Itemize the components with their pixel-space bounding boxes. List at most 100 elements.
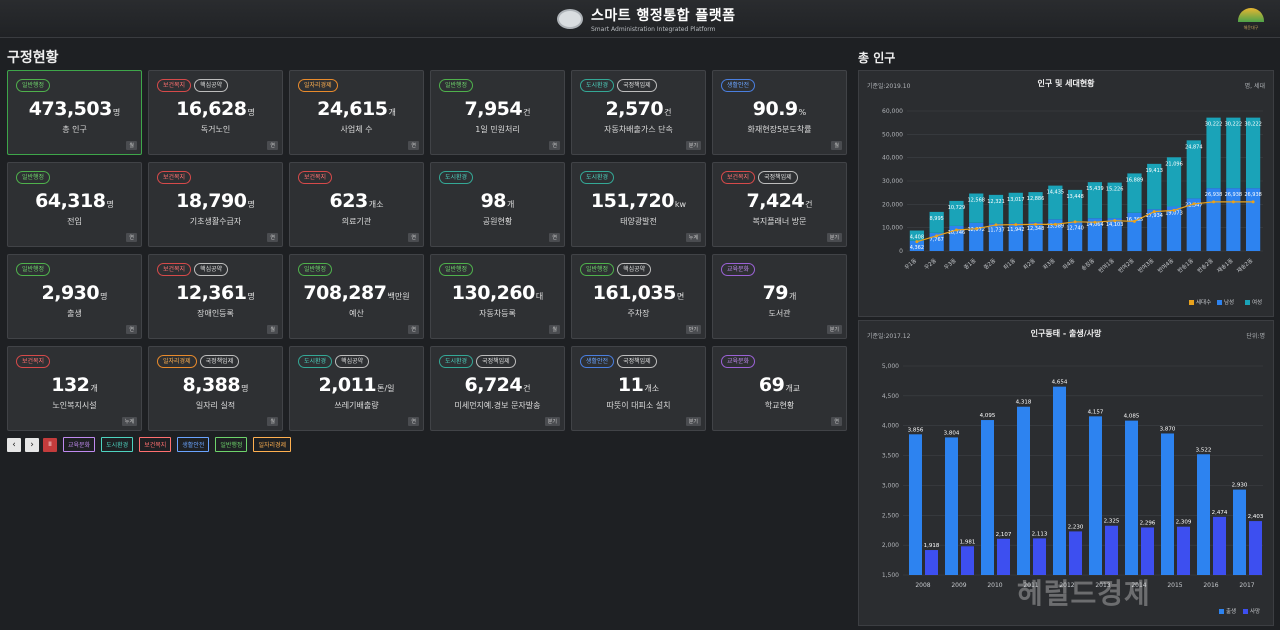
birth-value-label: 3,856: [908, 427, 924, 433]
kpi-number: 12,361: [176, 282, 247, 304]
kpi-label: 자동차등록: [479, 309, 516, 318]
legend-label: 세대수: [1196, 298, 1211, 306]
male-value-label: 19,073: [1165, 210, 1183, 216]
kpi-card[interactable]: 일반행정 2,930명 출생 연: [7, 254, 142, 339]
category-filter[interactable]: 일반행정: [215, 437, 248, 452]
kpi-card[interactable]: 일반행정 473,503명 총 인구 월: [7, 70, 142, 155]
kpi-number: 2,930: [41, 282, 100, 304]
male-value-label: 12,348: [1027, 226, 1045, 232]
kpi-card[interactable]: 일자리경제 국정책임제 8,388명 일자리 실적 월: [148, 346, 283, 431]
birth-bar: [1161, 433, 1174, 575]
category-filter[interactable]: 일자리경제: [253, 437, 292, 452]
x-tick-label: 우3동: [943, 257, 958, 271]
kpi-unit: 건: [805, 200, 813, 209]
male-bar: [1107, 218, 1122, 251]
female-bar: [929, 211, 944, 233]
kpi-card[interactable]: 생활안전 국정책임제 11개소 따뜻이 대피소 설치 분기: [571, 346, 706, 431]
kpi-card[interactable]: 일반행정 130,260대 자동차등록 월: [430, 254, 565, 339]
right-section-title: 총 인구: [858, 51, 896, 65]
y-tick-label: 40,000: [882, 155, 903, 162]
kpi-unit: 개: [507, 200, 515, 209]
y-tick-label: 2,000: [882, 542, 899, 549]
population-chart: 0 10,000 20,000 30,000 40,000 50,000 60,000 4,3…: [882, 108, 1263, 306]
kpi-value: 24,615개: [290, 98, 423, 120]
birth-value-label: 3,804: [944, 430, 960, 436]
kpi-card[interactable]: 보건복지 18,790명 기초생활수급자 연: [148, 162, 283, 247]
death-value-label: 2,325: [1104, 519, 1120, 525]
kpi-card[interactable]: 생활안전 90.9% 화재현장5분도착률 월: [712, 70, 847, 155]
vital-panel: 기준일:2017.12 인구동태 - 출생/사망 단위:명 1,500 2,000…: [858, 320, 1274, 626]
households-point: [1014, 223, 1018, 227]
kpi-label: 복지플래너 방문: [752, 217, 807, 226]
male-value-label: 13,589: [1047, 223, 1065, 229]
category-tag: 일반행정: [439, 263, 474, 276]
birth-value-label: 4,654: [1052, 380, 1068, 386]
kpi-card[interactable]: 일반행정 핵심공약 161,035면 주차장 반기: [571, 254, 706, 339]
kpi-value: 16,628명: [149, 98, 282, 120]
kpi-card[interactable]: 도시환경 151,720kw 태양광발전 누계: [571, 162, 706, 247]
male-value-label: 17,934: [1145, 213, 1163, 219]
x-tick-label: 송정동: [1079, 256, 1096, 272]
death-bar: [1249, 521, 1262, 575]
kpi-period-badge: 누계: [121, 417, 137, 426]
legend-swatch: [1217, 300, 1222, 305]
kpi-value: 2,570건: [572, 98, 705, 120]
male-value-label: 26,938: [1205, 192, 1223, 198]
next-page-button[interactable]: ›: [25, 437, 39, 452]
kpi-number: 16,628: [176, 98, 247, 120]
kpi-card[interactable]: 일반행정 7,954건 1일 민원처리 연: [430, 70, 565, 155]
kpi-card[interactable]: 교육문화 79개 도서관 분기: [712, 254, 847, 339]
kpi-card[interactable]: 보건복지 국정책임제 7,424건 복지플래너 방문 분기: [712, 162, 847, 247]
kpi-card[interactable]: 보건복지 623개소 의료기관 연: [289, 162, 424, 247]
kpi-card[interactable]: 도시환경 국정책임제 2,570건 자동차배출가스 단속 분기: [571, 70, 706, 155]
org-name: 해운대구: [1243, 25, 1259, 30]
kpi-value: 2,930명: [8, 282, 141, 304]
male-bar: [1028, 222, 1043, 251]
kpi-card[interactable]: 도시환경 98개 공원현황 연: [430, 162, 565, 247]
female-value-label: 10,729: [948, 205, 966, 211]
org-logo[interactable]: 해운대구: [1234, 4, 1268, 34]
category-tag: 도시환경: [580, 79, 615, 92]
kpi-number: 2,570: [605, 98, 664, 120]
category-filter[interactable]: 도시환경: [101, 437, 134, 452]
kpi-tags: 일반행정: [298, 263, 333, 276]
kpi-tags: 도시환경: [439, 171, 474, 184]
female-bar: [949, 200, 964, 226]
kpi-tags: 보건복지 핵심공약: [157, 79, 229, 92]
kpi-card[interactable]: 도시환경 국정책임제 6,724건 미세먼지예.경보 문자발송 분기: [430, 346, 565, 431]
app-logo[interactable]: 스마트 행정통합 플랫폼 Smart Administration Integr…: [557, 5, 736, 33]
kpi-label: 쓰레기배출량: [334, 401, 379, 410]
category-tag: 핵심공약: [335, 355, 370, 368]
x-tick-label: 재송1동: [1215, 256, 1234, 274]
kpi-tags: 보건복지 국정책임제: [721, 171, 798, 184]
kpi-card[interactable]: 보건복지 핵심공약 16,628명 독거노인 연: [148, 70, 283, 155]
death-value-label: 1,981: [960, 539, 976, 545]
x-tick-label: 좌3동: [1041, 256, 1057, 271]
kpi-value: 8,388명: [149, 374, 282, 396]
x-tick-label: 재송2동: [1235, 256, 1254, 274]
kpi-card[interactable]: 일반행정 708,287백만원 예산 연: [289, 254, 424, 339]
kpi-card[interactable]: 일반행정 64,318명 전입 연: [7, 162, 142, 247]
category-filter[interactable]: 보건복지: [139, 437, 172, 452]
kpi-label: 주차장: [627, 309, 650, 318]
y-tick-label: 50,000: [882, 131, 903, 138]
kpi-card[interactable]: 교육문화 69개교 학교현황 연: [712, 346, 847, 431]
kpi-label: 장애인등록: [197, 309, 234, 318]
birth-value-label: 4,157: [1088, 409, 1104, 415]
prev-page-button[interactable]: ‹: [7, 437, 21, 452]
kpi-tags: 교육문화: [721, 263, 756, 276]
female-bar: [1067, 189, 1083, 222]
category-tag: 핵심공약: [617, 263, 652, 276]
kpi-card[interactable]: 도시환경 핵심공약 2,011톤/일 쓰레기배출량 연: [289, 346, 424, 431]
kpi-unit: 건: [523, 108, 531, 117]
kpi-unit: 명: [241, 384, 249, 393]
category-filter[interactable]: 생활안전: [177, 437, 210, 452]
female-bar: [1166, 157, 1182, 207]
pause-button[interactable]: II: [43, 437, 57, 452]
kpi-card[interactable]: 보건복지 132개 노인복지시설 누계: [7, 346, 142, 431]
category-filter[interactable]: 교육문화: [63, 437, 96, 452]
kpi-number: 161,035: [592, 282, 677, 304]
kpi-card[interactable]: 보건복지 핵심공약 12,361명 장애인등록 월: [148, 254, 283, 339]
category-tag: 일자리경제: [157, 355, 197, 368]
